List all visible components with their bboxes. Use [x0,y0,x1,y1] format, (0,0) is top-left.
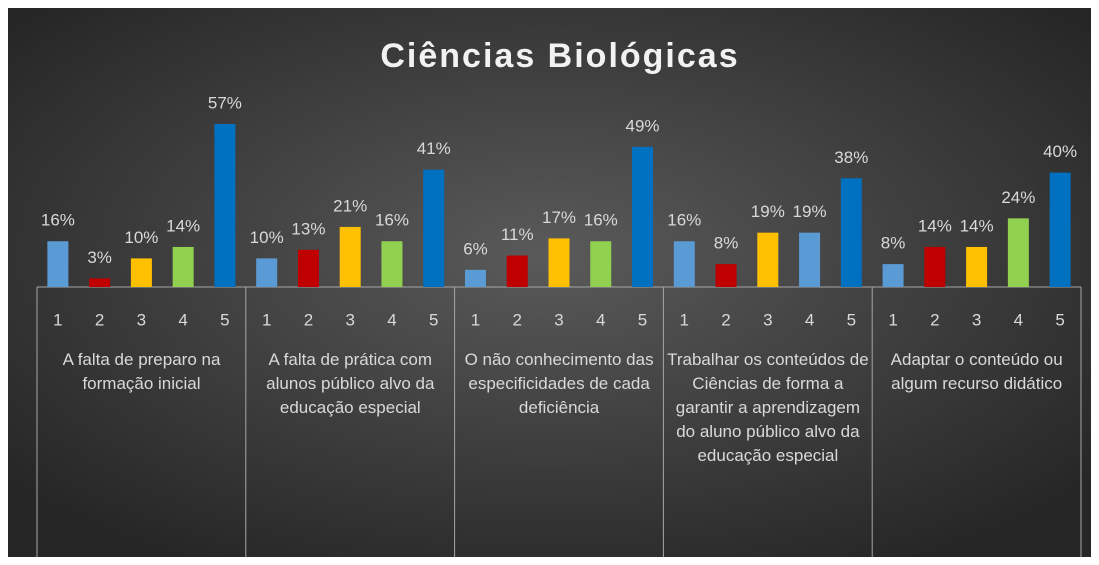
x-tick-label: 5 [429,310,438,329]
data-label: 24% [1001,188,1035,207]
bar [882,264,904,287]
bar [1007,218,1029,287]
group-label: Trabalhar os conteúdos de Ciências de fo… [667,350,869,465]
x-tick-label: 2 [95,310,104,329]
data-label: 8% [881,234,906,253]
chart-title: Ciências Biológicas [380,37,739,75]
bar [423,169,445,287]
data-label: 57% [208,93,242,112]
bar [214,123,236,287]
x-tick-label: 1 [262,310,271,329]
x-tick-label: 3 [345,310,354,329]
data-label: 14% [960,216,994,235]
bar [506,255,528,287]
x-tick-label: 5 [220,310,229,329]
data-label: 17% [542,208,576,227]
bar [924,246,946,287]
bar [590,241,612,287]
x-tick-label: 5 [847,310,856,329]
x-tick-label: 5 [1055,310,1064,329]
bar [464,269,486,287]
bar [966,246,988,287]
data-label: 41% [417,139,451,158]
data-label: 19% [751,202,785,221]
bar [673,241,695,287]
group-label: O não conhecimento das especificidades d… [464,350,654,417]
bar [548,238,570,287]
data-label: 10% [250,228,284,247]
x-tick-label: 4 [1014,310,1023,329]
bar [1049,172,1071,287]
data-label: 11% [501,225,534,244]
x-tick-label: 1 [888,310,897,329]
data-label: 14% [918,216,952,235]
x-tick-label: 3 [137,310,146,329]
bar [715,264,737,287]
bar [757,232,779,287]
bar [840,178,862,287]
data-label: 49% [626,116,660,135]
bar [89,278,111,287]
bar [47,241,69,287]
x-tick-label: 1 [53,310,62,329]
group-label: A falta de preparo na formação inicial [62,350,221,393]
data-label: 13% [291,219,325,238]
x-tick-label: 4 [387,310,396,329]
data-label: 16% [375,211,409,230]
data-label: 21% [333,196,367,215]
x-tick-label: 4 [178,310,187,329]
data-label: 16% [41,211,75,230]
x-tick-label: 2 [930,310,939,329]
data-label: 40% [1043,142,1077,161]
group-label: A falta de prática com alunos público al… [266,350,435,417]
x-tick-label: 2 [304,310,313,329]
x-tick-label: 3 [554,310,563,329]
bar [799,232,821,287]
data-label: 8% [714,234,739,253]
x-tick-label: 2 [513,310,522,329]
x-tick-label: 3 [763,310,772,329]
data-label: 3% [87,248,112,267]
bar [256,258,278,287]
data-label: 14% [166,216,200,235]
x-tick-label: 4 [805,310,814,329]
bar [297,249,319,287]
x-tick-label: 1 [680,310,689,329]
x-tick-label: 1 [471,310,480,329]
group-label: Adaptar o conteúdo ou algum recurso didá… [890,350,1063,393]
data-label: 16% [584,211,618,230]
x-tick-label: 3 [972,310,981,329]
x-tick-label: 4 [596,310,605,329]
bar [339,226,361,287]
bar [172,246,194,287]
data-label: 38% [834,148,868,167]
bar [130,258,152,287]
x-tick-label: 2 [721,310,730,329]
x-tick-label: 5 [638,310,647,329]
data-label: 10% [124,228,158,247]
data-label: 6% [463,239,488,258]
data-label: 19% [793,202,827,221]
data-label: 16% [667,211,701,230]
bar [632,146,654,287]
bar [381,241,403,287]
